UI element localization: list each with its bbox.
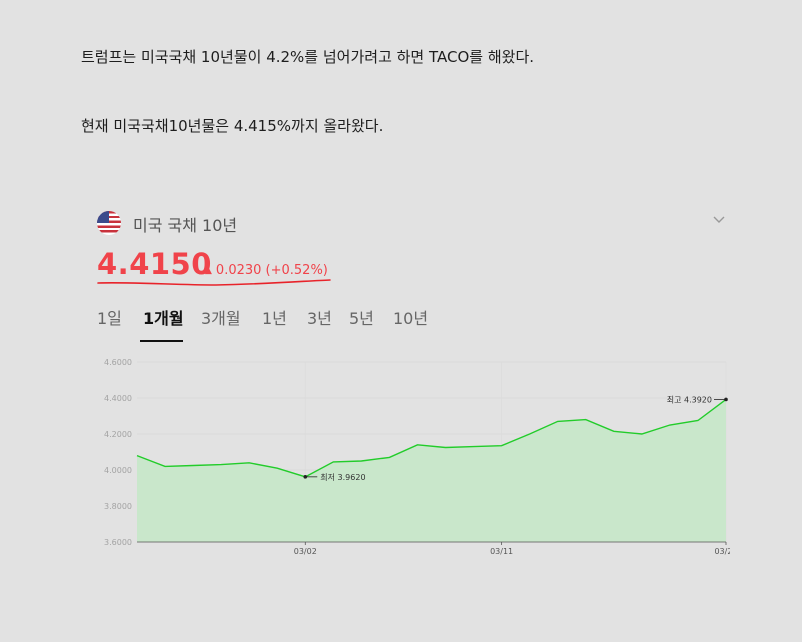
tab-3m[interactable]: 3개월 — [201, 309, 241, 328]
tab-1m[interactable]: 1개월 — [143, 309, 184, 328]
y-tick-label: 4.0000 — [104, 466, 132, 475]
tab-3y[interactable]: 3년 — [307, 309, 332, 328]
annotation-marker — [303, 475, 308, 479]
series-line — [136, 398, 727, 478]
instrument-name: 미국 국채 10년 — [133, 216, 238, 235]
price-chart[interactable]: 4.6000 4.4000 4.2000 4.0000 3.8000 3.6000 03/0… — [80, 352, 730, 562]
tab-1d[interactable]: 1일 — [97, 309, 122, 328]
up-triangle-icon: ▲ — [205, 266, 212, 276]
y-tick-label: 3.6000 — [104, 538, 132, 547]
price-change-value: 0.0230 (+0.52%) — [215, 263, 328, 278]
x-tick-label: 03/02 — [294, 547, 317, 556]
x-tick-label: 03/11 — [490, 547, 513, 556]
article-paragraph-2: 현재 미국국채10년물은 4.415%까지 올라왔다. — [81, 117, 384, 135]
tab-1y[interactable]: 1년 — [262, 309, 287, 328]
y-tick-label: 4.6000 — [104, 358, 132, 367]
handwritten-underline — [97, 279, 331, 286]
tab-5y[interactable]: 5년 — [349, 309, 374, 328]
price-change: ▲ 0.0230 (+0.52%) — [205, 263, 328, 278]
current-price: 4.4150 — [97, 247, 212, 281]
y-tick-label: 4.2000 — [104, 430, 132, 439]
article-paragraph-1: 트럼프는 미국국채 10년물이 4.2%를 넘어가려고 하면 TACO를 해왔다… — [81, 48, 535, 66]
max-annotation-label: 최고 4.3920 — [667, 394, 712, 404]
area-fill — [137, 399, 726, 542]
x-tick-label: 03/20 — [714, 547, 730, 556]
chevron-down-icon[interactable] — [712, 212, 726, 226]
y-tick-label: 4.4000 — [104, 394, 132, 403]
y-tick-label: 3.8000 — [104, 502, 132, 511]
min-annotation-label: 최저 3.9620 — [320, 472, 365, 482]
active-tab-indicator — [140, 340, 183, 342]
tab-10y[interactable]: 10년 — [393, 309, 429, 328]
us-flag-icon — [97, 211, 121, 235]
